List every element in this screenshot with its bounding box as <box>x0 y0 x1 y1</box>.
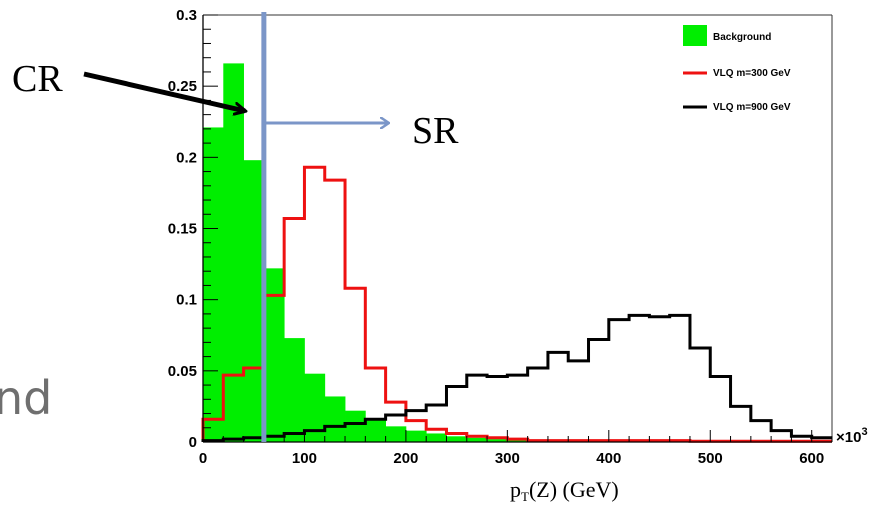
plot-area <box>203 15 832 442</box>
y-tick-label: 0.25 <box>168 78 197 95</box>
y-tick-label: 0 <box>189 434 197 451</box>
x-tick-label: 600 <box>799 450 824 467</box>
background-bar <box>345 410 366 442</box>
background-text-fragment: nd <box>0 371 52 425</box>
x-tick-label: 500 <box>698 450 723 467</box>
background-bar <box>304 373 326 442</box>
sr-label: SR <box>412 110 459 152</box>
background-bar <box>365 419 387 442</box>
cr-arrow <box>83 71 245 111</box>
background-bar <box>446 436 468 442</box>
background-bar <box>385 426 407 442</box>
x-tick-label: 300 <box>495 450 520 467</box>
legend-label-vlq900: VLQ m=900 GeV <box>713 102 791 113</box>
legend-label-vlq300: VLQ m=300 GeV <box>713 68 791 79</box>
x-axis-title-rest: (Z) (GeV) <box>529 477 619 502</box>
background-bar <box>263 268 285 442</box>
background-bar <box>487 439 508 442</box>
legend: Background VLQ m=300 GeV VLQ m=900 GeV <box>683 25 791 113</box>
x-tick-label: 200 <box>393 450 418 467</box>
x-exponent: ×103 <box>836 426 868 446</box>
background-bar <box>243 160 265 442</box>
x-tick-label: 0 <box>199 450 207 467</box>
x-axis-title-sub: T <box>521 489 529 504</box>
background-bar <box>284 338 305 442</box>
y-tick-label: 0.15 <box>168 221 197 238</box>
y-tick-labels: 0 0.05 0.1 0.15 0.2 0.25 0.3 <box>168 7 197 451</box>
y-tick-label: 0.3 <box>176 7 197 24</box>
background-bar <box>426 433 447 442</box>
x-axis-title-main: p <box>510 477 521 502</box>
y-tick-label: 0.2 <box>176 149 197 166</box>
y-tick-label: 0.1 <box>176 292 197 309</box>
vlq300-step-line <box>201 165 832 443</box>
x-axis-title: pT(Z) (GeV) <box>510 477 619 504</box>
x-tick-label: 100 <box>292 450 317 467</box>
background-bar <box>203 127 224 443</box>
y-tick-label: 0.05 <box>168 363 197 380</box>
x-tick-label: 400 <box>596 450 621 467</box>
x-exponent-power: 3 <box>861 426 867 438</box>
background-bar <box>324 396 346 442</box>
legend-label-background: Background <box>713 32 771 43</box>
cr-label: CR <box>12 58 63 100</box>
background-bar <box>405 430 427 442</box>
background-bar <box>223 63 244 442</box>
x-tick-labels: 0 100 200 300 400 500 600 <box>199 450 824 467</box>
legend-swatch-background <box>683 25 707 46</box>
background-bar <box>466 437 488 442</box>
x-exponent-base: ×10 <box>836 429 861 446</box>
